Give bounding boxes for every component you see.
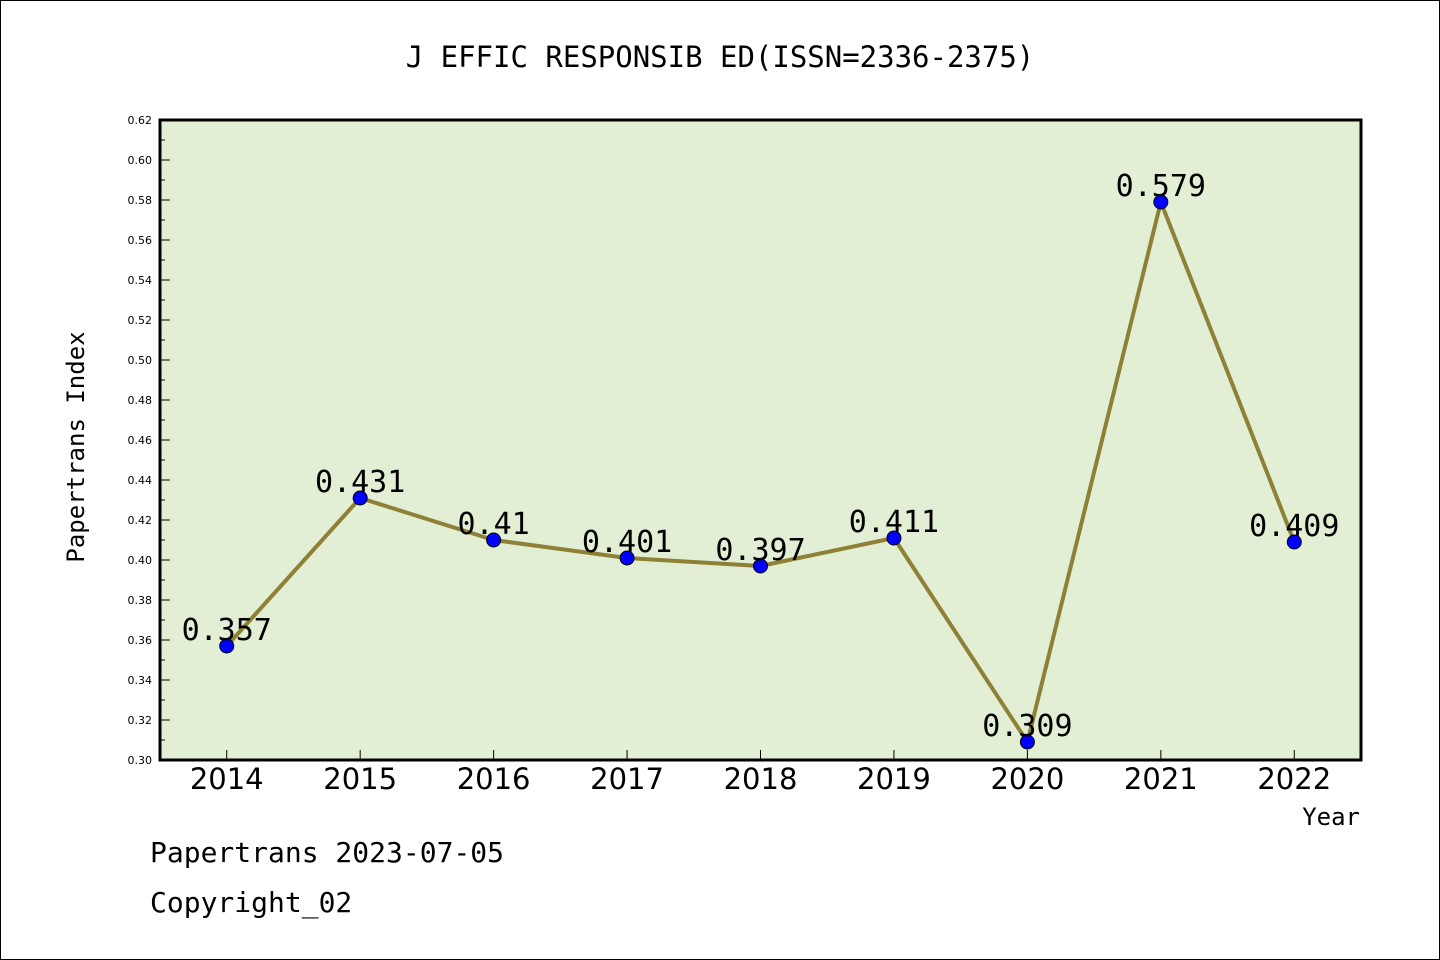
- x-tick-label: 2017: [590, 762, 664, 796]
- y-tick-label: 0.58: [128, 194, 153, 207]
- y-tick-label: 0.52: [128, 314, 153, 327]
- data-point: [352, 490, 368, 506]
- y-tick-label: 0.38: [128, 594, 153, 607]
- y-tick-label: 0.44: [128, 474, 153, 487]
- data-label: 0.397: [715, 533, 805, 568]
- data-labels: 0.357 0.431 0.41 0.401 0.397 0.411 0.309 0.579 0…: [182, 169, 1340, 744]
- x-axis: 2014 2015 2016 2017 2018 2019 2020 2021 2022: [190, 750, 1331, 796]
- chart-title: J EFFIC RESPONSIB ED(ISSN=2336-2375): [406, 40, 1035, 74]
- y-tick-label: 0.36: [128, 634, 153, 647]
- x-axis-label: Year: [1302, 803, 1360, 831]
- data-point: [886, 530, 902, 546]
- x-tick-label: 2016: [457, 762, 531, 796]
- y-tick-label: 0.46: [128, 434, 153, 447]
- plot-area: [158, 118, 1363, 762]
- data-label: 0.431: [315, 465, 405, 500]
- x-tick-label: 2019: [857, 762, 931, 796]
- x-tick-label: 2020: [990, 762, 1064, 796]
- y-tick-label: 0.30: [128, 754, 153, 767]
- y-axis: 0.30 0.32 0.34 0.36 0.38 0.40 0.42 0.44 0.46 0.48…: [128, 114, 170, 767]
- series-line: [219, 194, 1302, 750]
- data-label: 0.579: [1116, 169, 1206, 204]
- y-tick-label: 0.56: [128, 234, 153, 247]
- y-tick-label: 0.42: [128, 514, 153, 527]
- data-point: [1019, 734, 1035, 750]
- y-tick-label: 0.40: [128, 554, 153, 567]
- data-label: 0.41: [457, 507, 529, 542]
- x-tick-label: 2015: [323, 762, 397, 796]
- data-point: [219, 638, 235, 654]
- y-tick-label: 0.60: [128, 154, 153, 167]
- data-point: [1153, 194, 1169, 210]
- data-label: 0.411: [849, 505, 939, 540]
- data-point: [753, 558, 768, 574]
- footer-copyright: Copyright_02: [150, 886, 353, 919]
- x-tick-label: 2022: [1257, 762, 1331, 796]
- data-label: 0.401: [582, 525, 672, 560]
- x-tick-label: 2014: [190, 762, 264, 796]
- data-label: 0.357: [182, 613, 272, 648]
- data-point: [1286, 534, 1302, 550]
- data-point: [619, 550, 635, 566]
- y-tick-label: 0.34: [128, 674, 153, 687]
- y-tick-label: 0.62: [128, 114, 153, 127]
- data-point: [486, 532, 502, 548]
- y-tick-label: 0.50: [128, 354, 153, 367]
- x-tick-label: 2018: [724, 762, 798, 796]
- data-label: 0.409: [1249, 509, 1339, 544]
- x-tick-label: 2021: [1124, 762, 1198, 796]
- y-tick-label: 0.54: [128, 274, 153, 287]
- data-label: 0.309: [982, 709, 1072, 744]
- y-tick-label: 0.32: [128, 714, 153, 727]
- footer-source: Papertrans 2023-07-05: [150, 836, 505, 869]
- y-axis-label: Papertrans Index: [62, 331, 90, 562]
- y-tick-label: 0.48: [128, 394, 153, 407]
